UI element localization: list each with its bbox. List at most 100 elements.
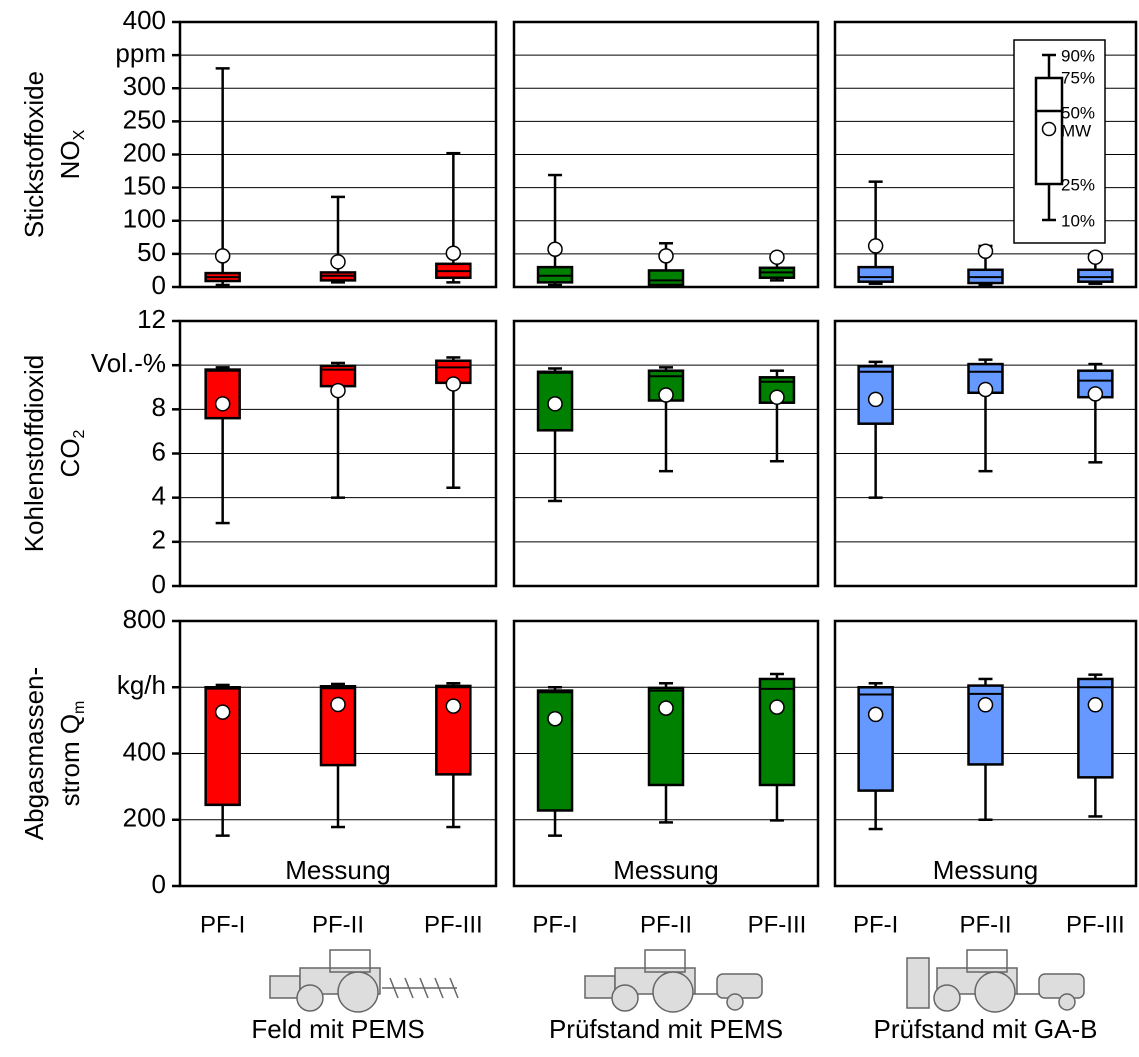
- panel-frame: [833, 319, 1138, 588]
- x-axis-label: Messung: [613, 855, 719, 885]
- tractor-trailer: [906, 949, 1085, 1013]
- panel-frame: [833, 619, 1138, 888]
- mean: [977, 697, 994, 713]
- mean: [330, 696, 346, 713]
- y-tick-label: 200: [123, 803, 166, 833]
- legend-label: 75%: [1061, 68, 1095, 87]
- y-tick-label: 800: [123, 604, 166, 634]
- mean: [658, 387, 674, 403]
- y-axis-label-main: NO: [55, 140, 85, 179]
- mean: [1087, 697, 1104, 713]
- x-tick-label: PF-II: [960, 911, 1012, 938]
- y-tick-label: Vol.-%: [91, 348, 166, 378]
- mean: [547, 241, 563, 257]
- y-tick-label: 200: [123, 137, 166, 167]
- panel-frame: [512, 319, 820, 588]
- y-tick-label: 12: [137, 304, 166, 334]
- group-label: Prüfstand mit PEMS: [549, 1014, 783, 1044]
- x-tick-label: PF-I: [853, 911, 898, 938]
- x-axis-label: Messung: [285, 855, 391, 885]
- x-tick-label: PF-I: [532, 911, 577, 938]
- mean: [769, 699, 785, 715]
- mean: [1087, 386, 1104, 402]
- panel-frame: [178, 20, 498, 289]
- mean: [658, 248, 674, 264]
- panel-frame: [512, 20, 820, 289]
- mean: [214, 248, 231, 264]
- y-tick-label: 0: [152, 270, 166, 300]
- mean: [445, 698, 462, 714]
- y-tick-label: 400: [123, 5, 166, 35]
- x-tick-label: PF-III: [1066, 911, 1125, 938]
- y-axis-label: Kohlenstoffdioxid: [19, 355, 49, 553]
- box: [647, 686, 685, 787]
- panel-frame: [512, 619, 820, 888]
- y-tick-label: 6: [152, 436, 166, 466]
- box: [857, 686, 894, 792]
- mean: [214, 704, 231, 720]
- panel-frame: [178, 619, 498, 888]
- y-axis-label-sub: 2: [71, 429, 88, 438]
- y-tick-label: 4: [152, 481, 166, 511]
- box: [536, 689, 574, 812]
- mean: [214, 396, 231, 412]
- group-label: Prüfstand mit GA-B: [874, 1014, 1098, 1044]
- group-label: Feld mit PEMS: [251, 1014, 424, 1044]
- y-tick-label: 250: [123, 104, 166, 134]
- y-axis-label-sub: m: [71, 701, 88, 714]
- panel-frame: [833, 20, 1138, 289]
- x-tick-label: PF-III: [424, 911, 483, 938]
- mean: [769, 249, 785, 265]
- mean: [977, 243, 994, 259]
- y-axis-label: NOX: [55, 129, 88, 179]
- tractor-icons: [269, 949, 1085, 1013]
- x-axis-label: Messung: [933, 855, 1039, 885]
- mean: [977, 381, 994, 398]
- legend-label: MW: [1061, 121, 1091, 140]
- box: [1077, 268, 1114, 283]
- mean: [330, 382, 346, 399]
- y-tick-label: 150: [123, 171, 166, 201]
- box: [1077, 677, 1114, 779]
- y-axis-label: Stickstoffoxide: [19, 71, 49, 238]
- y-tick-label: 2: [152, 525, 166, 555]
- y-tick-label: 0: [152, 569, 166, 599]
- y-tick-label: kg/h: [117, 670, 166, 700]
- x-tick-label: PF-II: [640, 911, 692, 938]
- legend-label: 90%: [1061, 46, 1095, 65]
- y-axis-label: Abgasmassen-: [19, 667, 49, 840]
- y-tick-label: 0: [152, 869, 166, 899]
- tractor-trailer: [584, 949, 763, 1013]
- mean: [1087, 249, 1104, 265]
- y-tick-label: 400: [123, 736, 166, 766]
- mean: [867, 391, 884, 408]
- panel-frame: [178, 319, 498, 588]
- y-axis-label: CO2: [55, 429, 88, 477]
- mean: [867, 238, 884, 254]
- legend-label: 25%: [1061, 175, 1095, 194]
- mean: [658, 700, 674, 716]
- legend-sample: [1041, 121, 1057, 137]
- mean: [445, 245, 462, 261]
- y-axis-label-sub: X: [71, 129, 88, 140]
- tractor-plough: [269, 949, 459, 1013]
- mean: [769, 389, 785, 405]
- x-tick-label: PF-II: [312, 911, 364, 938]
- legend-label: 50%: [1061, 103, 1095, 122]
- box: [758, 677, 796, 787]
- y-tick-label: 100: [123, 204, 166, 234]
- y-tick-label: 50: [137, 237, 166, 267]
- box: [857, 265, 894, 283]
- y-tick-label: 8: [152, 392, 166, 422]
- mean: [867, 706, 884, 723]
- box: [647, 269, 685, 287]
- x-tick-label: PF-I: [200, 911, 245, 938]
- mean: [445, 376, 462, 392]
- y-axis-label-main: CO: [55, 438, 85, 477]
- y-axis-label-main: strom Q: [55, 714, 85, 806]
- x-tick-label: PF-III: [748, 911, 807, 938]
- mean: [547, 710, 563, 727]
- y-tick-label: 300: [123, 71, 166, 101]
- y-axis-label: strom Qm: [55, 701, 88, 807]
